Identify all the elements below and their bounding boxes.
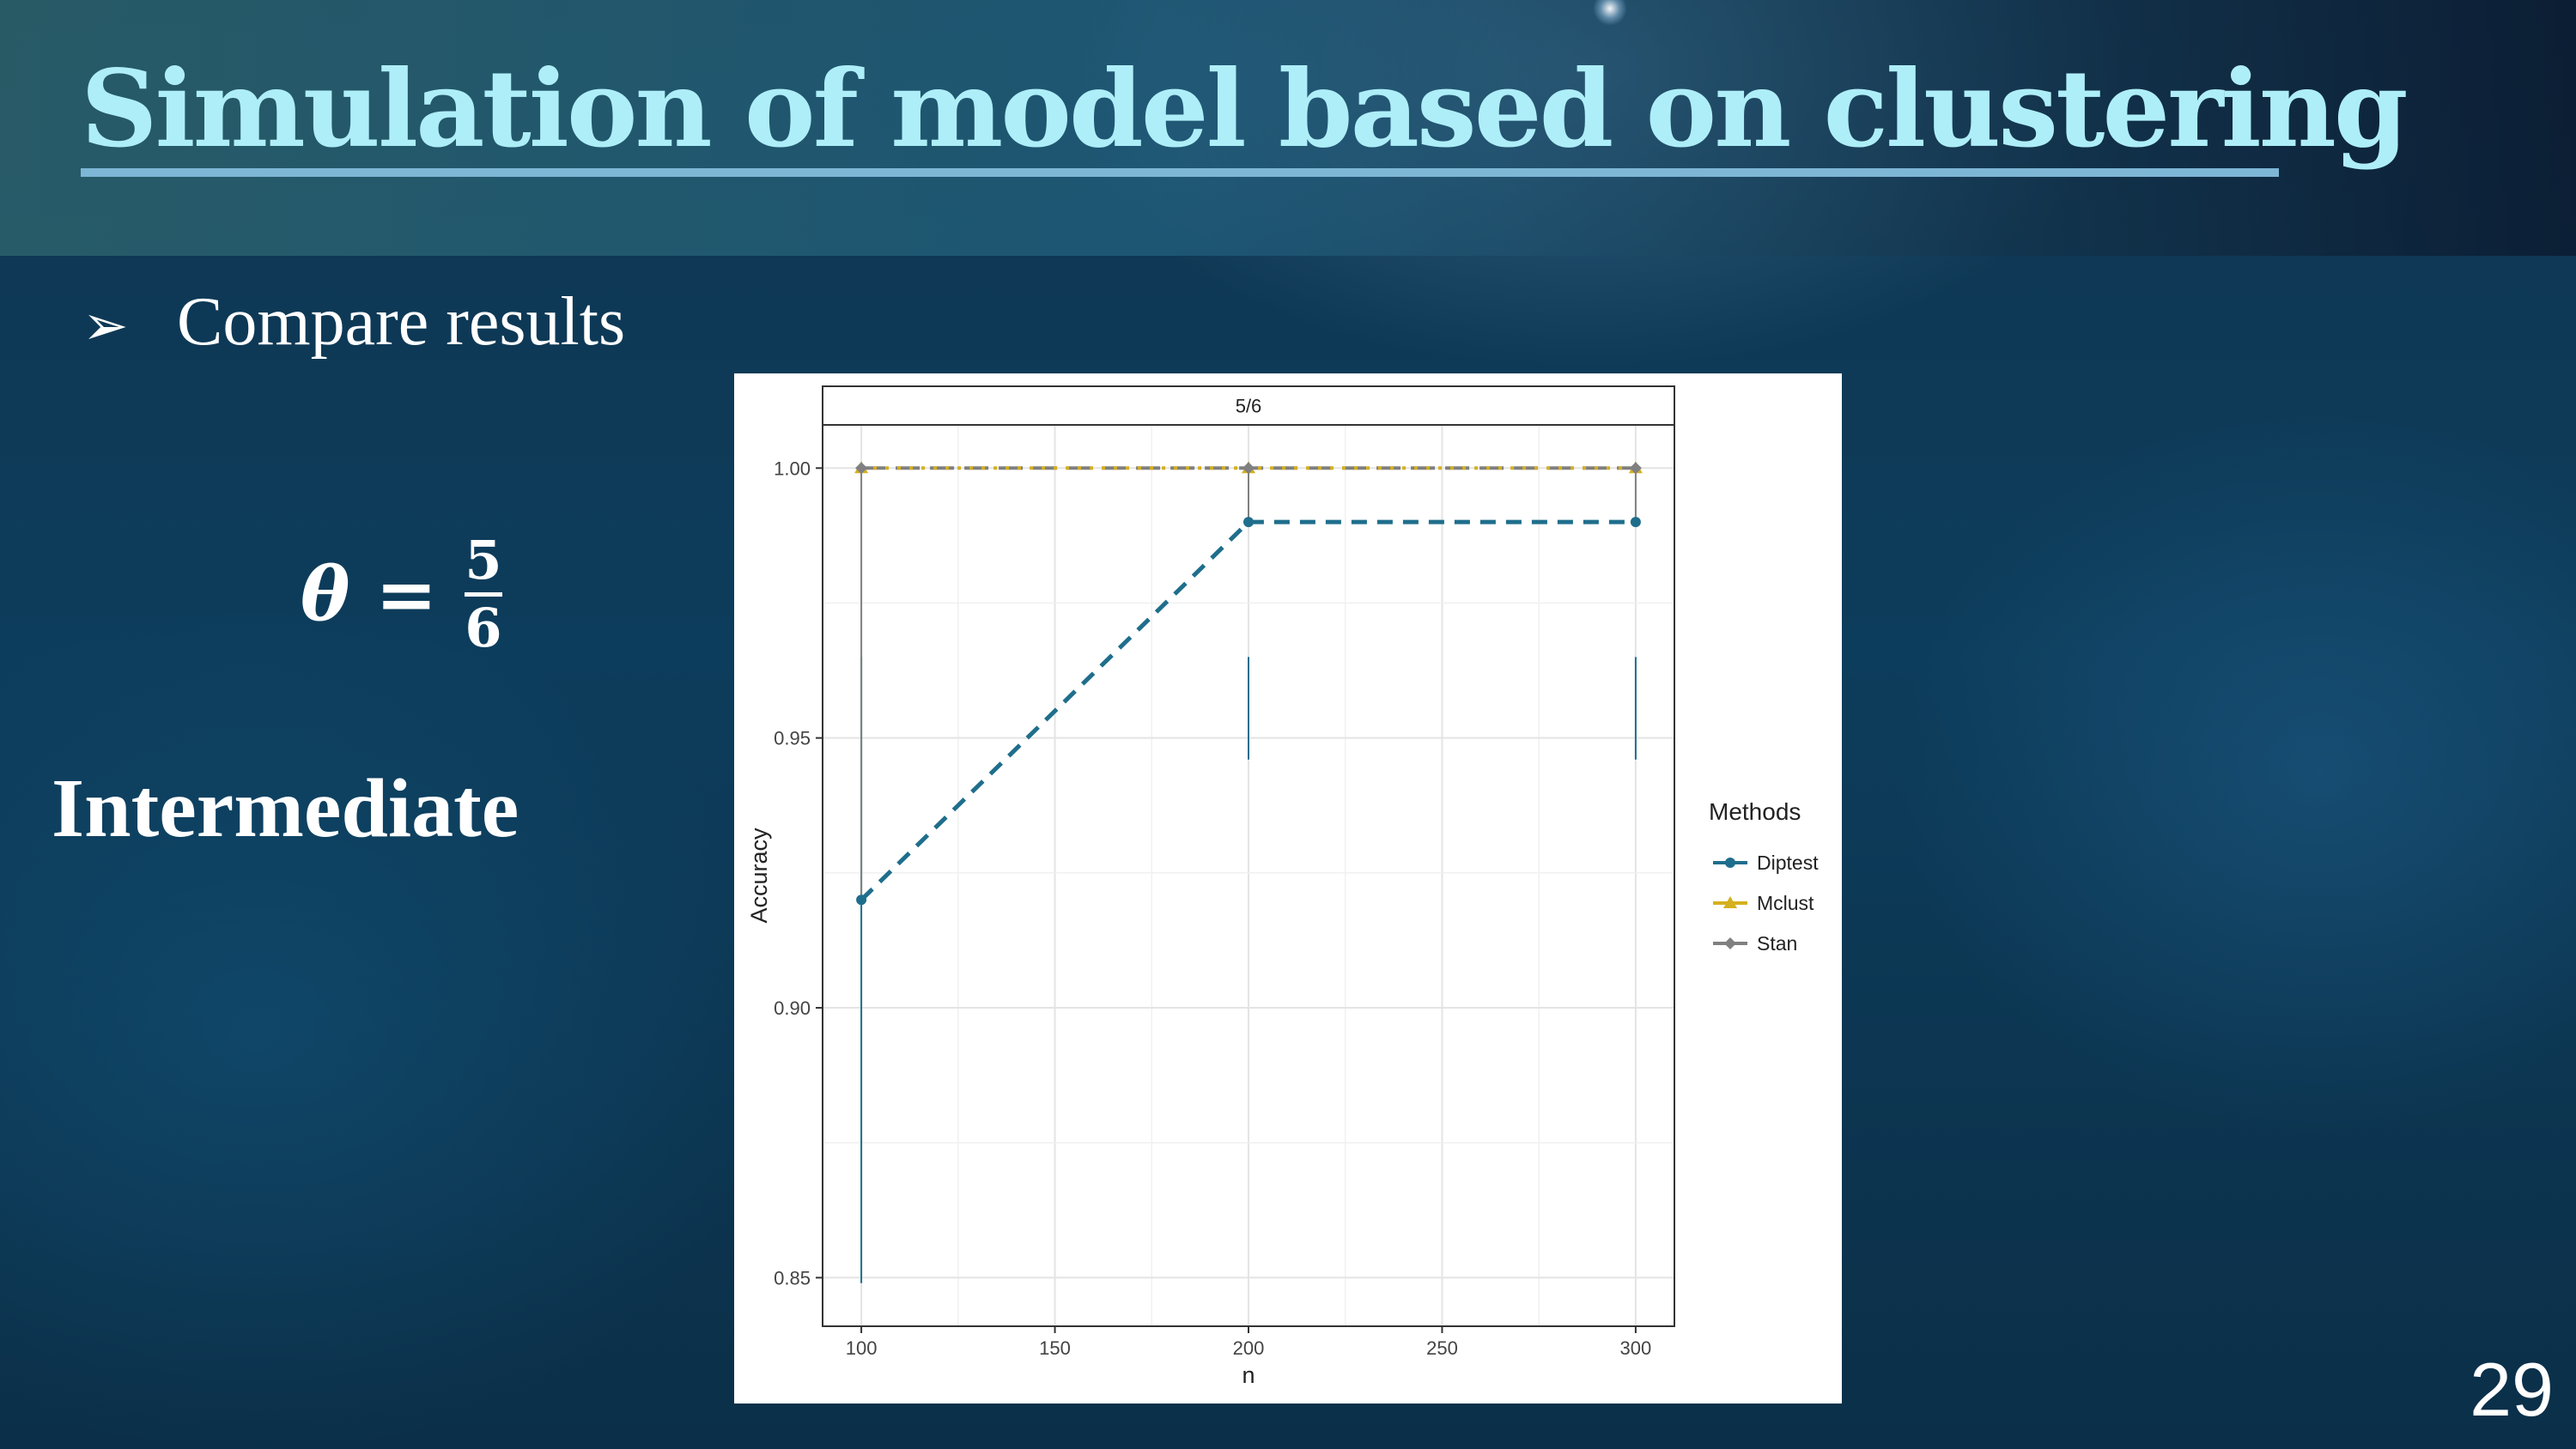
chart-card: 5/6 100 150 200 250 300 0.85 0.90 0.95 1.00 n Accur…	[734, 373, 1842, 1404]
y-tick-label: 0.95	[774, 728, 811, 749]
facet-strip	[822, 385, 1675, 426]
data-point-diptest	[1243, 517, 1254, 528]
slide-title: Simulation of model based on clustering	[81, 47, 2409, 172]
bullet-text: Compare results	[177, 284, 626, 360]
data-point-stan	[1629, 462, 1642, 475]
x-tick-label: 250	[1426, 1337, 1458, 1359]
formula-fraction: 5 6	[464, 529, 502, 659]
x-tick-label: 200	[1233, 1337, 1265, 1359]
legend-key-marker-stan	[1724, 937, 1736, 949]
x-tick-label: 150	[1039, 1337, 1071, 1359]
slide-subtitle: Intermediate	[52, 762, 519, 855]
legend-key-marker-diptest	[1725, 858, 1735, 868]
y-tick-label: 1.00	[774, 458, 811, 479]
formula-denominator: 6	[465, 597, 502, 659]
legend-label-diptest: Diptest	[1757, 852, 1819, 874]
y-tick-label: 0.90	[774, 997, 811, 1019]
data-point-diptest	[856, 894, 867, 906]
legend-label-mclust: Mclust	[1757, 892, 1814, 914]
data-point-stan	[855, 462, 868, 475]
legend-title: Methods	[1709, 798, 1801, 825]
accuracy-chart: 5/6 100 150 200 250 300 0.85 0.90 0.95 1.00 n Accur…	[746, 385, 1819, 1388]
legend-label-stan: Stan	[1757, 932, 1797, 955]
data-point-stan	[1242, 462, 1255, 475]
theta-formula: θ = 5 6	[301, 534, 502, 655]
x-tick-label: 300	[1620, 1337, 1652, 1359]
x-tick-label: 100	[846, 1337, 878, 1359]
bullet-item: ➢ Compare results	[82, 283, 625, 361]
title-underline	[81, 168, 2279, 177]
y-axis-title: Accuracy	[746, 828, 772, 924]
formula-lhs: θ =	[301, 551, 438, 638]
x-axis-title: n	[1242, 1362, 1255, 1388]
page-number: 29	[2470, 1347, 2554, 1432]
arrowhead-bullet-icon: ➢	[82, 294, 129, 358]
title-band	[0, 0, 2576, 256]
y-tick-label: 0.85	[774, 1267, 811, 1288]
fraction-bar	[464, 592, 502, 597]
formula-numerator: 5	[465, 529, 502, 591]
facet-strip-label: 5/6	[1236, 396, 1262, 417]
data-point-diptest	[1630, 517, 1641, 528]
legend-key-marker-mclust	[1723, 896, 1737, 908]
